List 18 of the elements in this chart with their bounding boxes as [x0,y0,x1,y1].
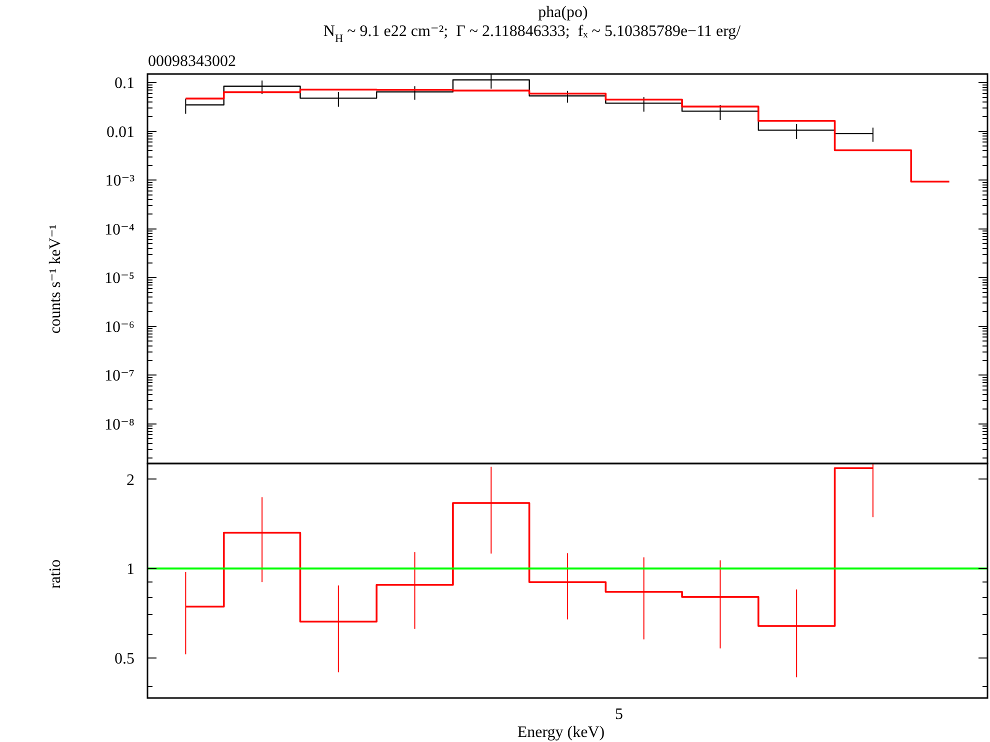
text: 5 [615,706,623,723]
y-tick-label: 10⁻⁷ [104,368,134,385]
chart-subtitle: N$_{H}$ ~ 9.1 e22 cm⁻²; Γ ~ 2.118846333; fₓ ~ 5.10385789e−11 erg/ [323,23,742,45]
y-tick-label: 10⁻⁴ [104,221,135,238]
y-axis-title: ratio [47,559,64,589]
y-tick-label: 10⁻⁸ [104,416,134,434]
text: 00098343002 [148,53,236,70]
y-tick-label: 0.01 [106,124,134,141]
y-axis-title: counts s⁻¹ keV⁻¹ [47,224,64,334]
y-tick-label: 10⁻⁵ [104,270,134,288]
y-tick-label: 10⁻⁶ [104,318,134,336]
y-tick-label: 2 [126,472,134,489]
y-tick-label: 0.5 [114,650,134,668]
chart-title: pha(po) [538,4,588,21]
x-axis-title: Energy (keV) [517,724,605,741]
y-tick-label: 1 [126,561,134,578]
y-tick-label: 0.1 [114,75,134,92]
y-tick-label: 10⁻³ [105,172,135,190]
